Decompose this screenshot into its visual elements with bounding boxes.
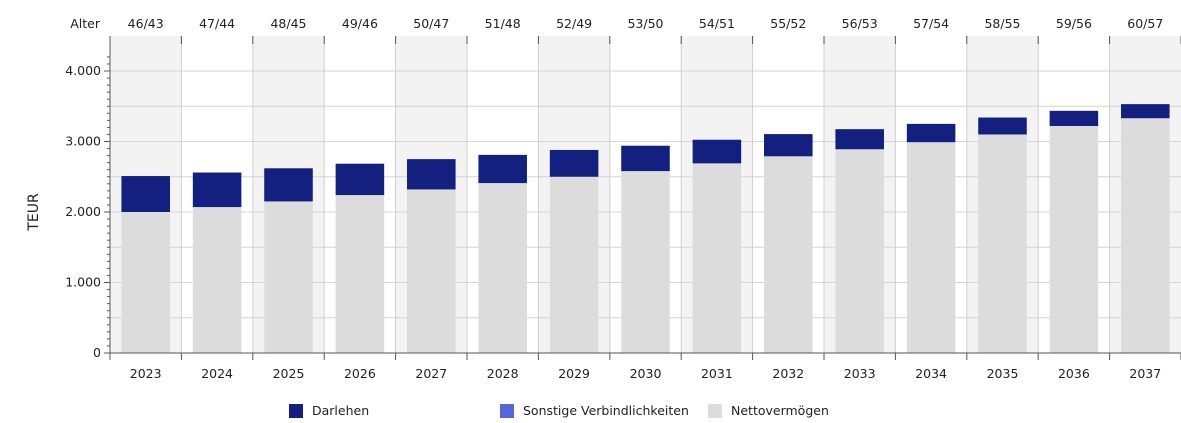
age-label-2034: 57/54 [913, 16, 949, 31]
bar-darlehen-2028 [478, 154, 527, 184]
bar-darlehen-2031 [692, 139, 742, 164]
axes [109, 36, 1181, 354]
bar-darlehen-2032 [764, 134, 813, 157]
age-label-2032: 55/52 [770, 16, 806, 31]
x-tick-label-2028: 2028 [487, 366, 519, 381]
bar-darlehen-2033 [835, 129, 884, 150]
legend-swatch-darlehen [289, 403, 303, 418]
age-label-2033: 56/53 [842, 16, 878, 31]
y-tick-label: 0 [93, 345, 101, 360]
age-row: Alter 46/43 47/44 48/45 49/46 50/47 51/48 52/4… [70, 16, 1181, 44]
bar-nettoverm-gen-2030 [621, 171, 670, 353]
x-tick-label-2026: 2026 [344, 366, 376, 381]
x-tick-label-2029: 2029 [558, 366, 590, 381]
y-tick-label: 1.000 [65, 275, 101, 290]
age-label-2025: 48/45 [270, 16, 306, 31]
bar-darlehen-2035 [978, 117, 1027, 135]
x-tick-label-2035: 2035 [987, 366, 1019, 381]
bar-darlehen-2024 [192, 172, 242, 208]
age-label-2031: 54/51 [699, 16, 735, 31]
x-tick-label-2031: 2031 [701, 366, 733, 381]
legend-item-sonstige: Sonstige Verbindlichkeiten [500, 403, 689, 418]
x-tick-label-2025: 2025 [273, 366, 305, 381]
bar-darlehen-2026 [335, 163, 385, 196]
legend: Darlehen Sonstige Verbindlichkeiten Nett… [0, 403, 1181, 423]
age-label-2027: 50/47 [413, 16, 449, 31]
bar-darlehen-2029 [549, 149, 599, 177]
x-tick-label-2024: 2024 [201, 366, 233, 381]
bar-darlehen-2034 [906, 123, 956, 143]
y-axis-label: TEUR [26, 193, 42, 232]
legend-item-nettovermoegen: Nettovermögen [708, 403, 829, 418]
bar-darlehen-2036 [1049, 110, 1099, 126]
y-tick-label: 4.000 [65, 63, 101, 78]
y-tick-label: 2.000 [65, 204, 101, 219]
bar-nettoverm-gen-2026 [335, 195, 385, 353]
x-tick-label-2032: 2032 [772, 366, 804, 381]
bar-nettoverm-gen-2034 [906, 142, 956, 353]
bar-nettoverm-gen-2036 [1049, 125, 1099, 354]
x-tick-label-2023: 2023 [130, 366, 162, 381]
bar-nettoverm-gen-2029 [549, 176, 599, 353]
legend-label-nettovermoegen: Nettovermögen [731, 403, 829, 418]
bar-nettoverm-gen-2033 [835, 149, 884, 353]
x-axis-ticks: 2023 2024 2025 2026 2027 2028 2029 2030 2031 2032… [109, 353, 1181, 381]
bar-darlehen-2023 [121, 176, 170, 212]
age-label-2030: 53/50 [627, 16, 663, 31]
x-tick-label-2033: 2033 [844, 366, 876, 381]
bars [121, 104, 1170, 354]
x-tick-label-2037: 2037 [1129, 366, 1161, 381]
age-label-2036: 59/56 [1056, 16, 1092, 31]
legend-item-darlehen: Darlehen [289, 403, 369, 418]
age-label-2037: 60/57 [1127, 16, 1163, 31]
bar-nettoverm-gen-2027 [407, 189, 456, 353]
bar-darlehen-2025 [264, 168, 313, 202]
bar-nettoverm-gen-2023 [121, 212, 170, 353]
age-label-2026: 49/46 [342, 16, 378, 31]
age-label-2035: 58/55 [984, 16, 1020, 31]
legend-swatch-nettovermoegen [708, 403, 722, 418]
bar-nettoverm-gen-2028 [478, 183, 527, 353]
x-tick-label-2034: 2034 [915, 366, 947, 381]
age-label-2028: 51/48 [485, 16, 521, 31]
age-label-2024: 47/44 [199, 16, 235, 31]
bar-darlehen-2030 [621, 145, 670, 172]
age-label-2023: 46/43 [128, 16, 164, 31]
bar-nettoverm-gen-2032 [764, 156, 813, 353]
bar-darlehen-2027 [407, 159, 456, 190]
x-tick-label-2030: 2030 [630, 366, 662, 381]
bar-nettoverm-gen-2025 [264, 201, 313, 353]
bar-nettoverm-gen-2031 [692, 163, 742, 353]
legend-swatch-sonstige [500, 403, 514, 418]
bar-nettoverm-gen-2024 [192, 207, 242, 353]
legend-label-darlehen: Darlehen [312, 403, 370, 418]
bar-darlehen-2037 [1121, 104, 1170, 119]
y-tick-label: 3.000 [65, 134, 101, 149]
age-label-2029: 52/49 [556, 16, 592, 31]
legend-label-sonstige: Sonstige Verbindlichkeiten [523, 403, 689, 418]
x-tick-label-2027: 2027 [415, 366, 447, 381]
bar-nettoverm-gen-2037 [1121, 118, 1170, 353]
age-row-label: Alter [70, 16, 101, 31]
bar-nettoverm-gen-2035 [978, 134, 1027, 353]
x-tick-label-2036: 2036 [1058, 366, 1090, 381]
y-axis-ticks: 0 1.000 2.000 3.000 4.000 [65, 56, 110, 360]
